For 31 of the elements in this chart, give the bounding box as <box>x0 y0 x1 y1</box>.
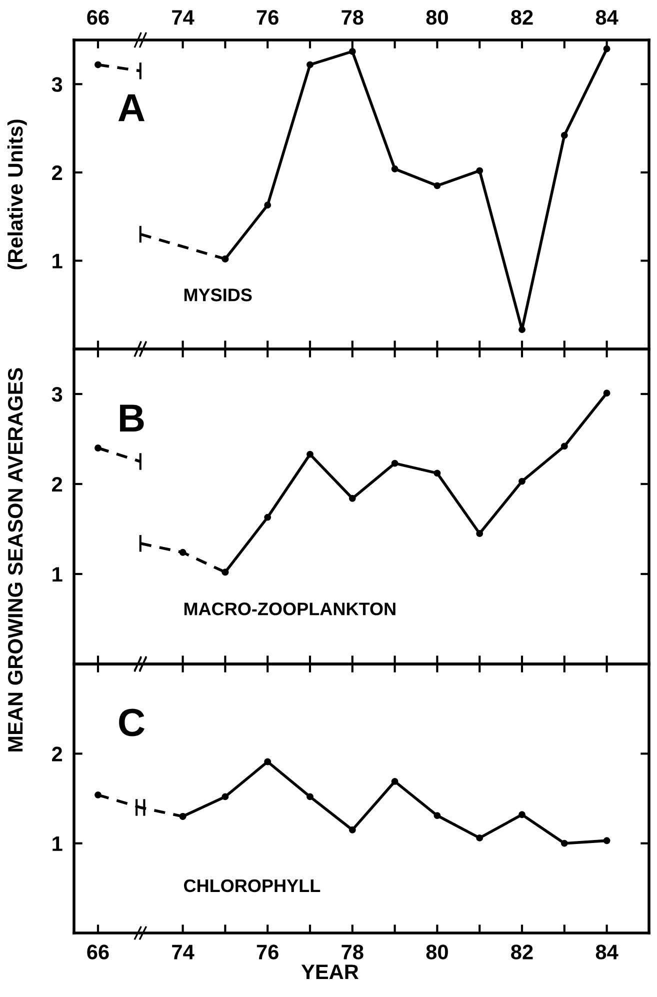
annotation: A <box>118 94 145 122</box>
y-tick-label: 3 <box>52 387 62 402</box>
y-tick-label: 2 <box>52 746 62 762</box>
x-tick-label: 84 <box>596 944 618 960</box>
x-tick-label: 80 <box>426 10 448 25</box>
x-tick-label: 76 <box>256 944 278 960</box>
y-tick-label: 2 <box>52 477 62 492</box>
y-tick-label: 2 <box>52 165 62 180</box>
x-tick-label: 74 <box>172 10 194 25</box>
x-tick-label: 74 <box>172 944 194 960</box>
x-tick-label: 80 <box>426 944 448 960</box>
y-tick-label: 1 <box>52 836 62 851</box>
x-tick-label: 84 <box>596 10 618 25</box>
annotation: CHLOROPHYLL <box>184 879 320 892</box>
y-tick-label: 3 <box>52 77 62 92</box>
x-tick-label: 78 <box>342 10 364 25</box>
annotation: MACRO-ZOOPLANKTON <box>184 602 396 616</box>
annotation: C <box>119 708 144 736</box>
x-tick-label: 82 <box>511 944 533 960</box>
annotation: B <box>120 404 144 432</box>
x-axis-title: YEAR <box>301 964 359 980</box>
x-tick-label: 66 <box>87 10 109 25</box>
y-tick-label: 1 <box>52 567 62 582</box>
x-tick-label: 66 <box>87 944 109 960</box>
y-axis-title: MEAN GROWING SEASON AVERAGES <box>8 368 23 752</box>
x-tick-label: 78 <box>342 944 364 960</box>
x-tick-label: 82 <box>511 10 533 25</box>
x-tick-label: 76 <box>256 10 278 25</box>
y-tick-label: 1 <box>52 254 62 268</box>
annotation: MYSIDS <box>184 288 252 302</box>
y-axis-title: (Relative Units) <box>7 120 27 270</box>
